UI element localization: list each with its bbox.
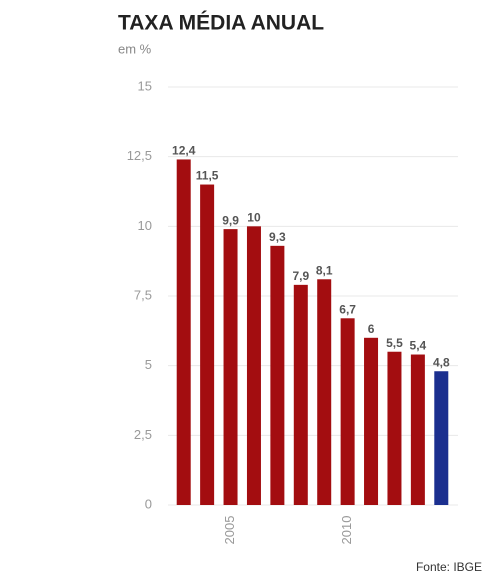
y-tick-label: 12,5 xyxy=(127,148,152,163)
bar xyxy=(176,159,191,505)
value-label: 10 xyxy=(247,211,261,225)
value-label: 5,4 xyxy=(410,339,427,353)
y-tick-label: 10 xyxy=(138,218,152,233)
value-label: 6 xyxy=(368,322,375,336)
value-label: 11,5 xyxy=(196,169,219,183)
chart-subtitle: em % xyxy=(118,41,152,56)
bar xyxy=(293,284,308,505)
bar xyxy=(200,184,215,506)
value-label: 5,5 xyxy=(386,336,403,350)
y-tick-label: 0 xyxy=(145,496,152,511)
y-tick-label: 15 xyxy=(138,78,152,93)
source: Fonte: IBGE xyxy=(416,560,482,574)
value-label: 7,9 xyxy=(292,269,309,283)
value-label: 4,8 xyxy=(433,355,450,369)
bar xyxy=(387,351,402,505)
value-label: 12,4 xyxy=(172,144,196,158)
bar xyxy=(270,245,285,505)
value-label: 8,1 xyxy=(316,263,333,277)
value-label: 9,3 xyxy=(269,230,286,244)
bar xyxy=(317,279,332,505)
y-tick-label: 7,5 xyxy=(134,287,152,302)
value-label: 6,7 xyxy=(339,302,356,316)
bar xyxy=(434,371,449,505)
y-tick-label: 5 xyxy=(145,357,152,372)
bar xyxy=(410,354,425,505)
bar xyxy=(340,318,355,505)
bar xyxy=(246,226,261,506)
x-tick-label: 2005 xyxy=(222,516,237,545)
chart-title: TAXA MÉDIA ANUAL xyxy=(118,12,324,35)
bar xyxy=(223,229,238,505)
bar xyxy=(364,337,379,505)
value-label: 9,9 xyxy=(222,213,239,227)
y-tick-label: 2,5 xyxy=(134,427,152,442)
x-tick-label: 2010 xyxy=(339,516,354,545)
